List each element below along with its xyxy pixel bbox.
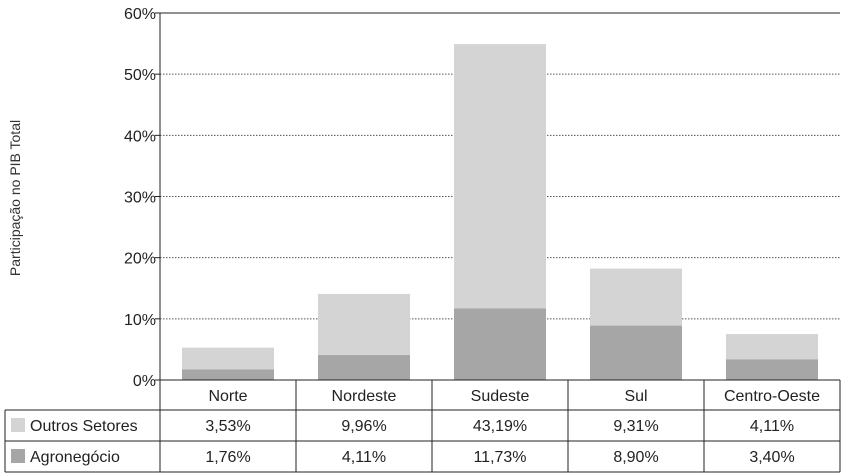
bar-agronegocio [182,369,274,380]
y-tick-label: 40% [124,128,156,145]
bar-outros-setores [318,293,410,355]
x-category-label: Sul [624,388,647,405]
table-cell-value: 9,96% [341,418,386,435]
y-tick-label: 30% [124,190,156,207]
y-tick-label: 0% [133,373,156,390]
table-cell-value: 9,31% [613,418,658,435]
bar-agronegocio [726,359,818,380]
bar-agronegocio [454,308,546,380]
bar-agronegocio [318,354,410,380]
legend-label: Outros Setores [30,418,138,435]
table-cell-value: 3,53% [205,418,250,435]
bar-outros-setores [182,347,274,370]
x-category-label: Centro-Oeste [724,388,820,405]
legend-swatch [11,449,25,463]
table-cell-value: 8,90% [613,449,658,466]
y-axis-label: Participação no PIB Total [7,120,23,276]
table-cell-value: 11,73% [473,449,526,466]
y-tick-label: 20% [124,251,156,268]
x-category-label: Nordeste [332,388,397,405]
y-tick-label: 60% [124,6,156,23]
x-category-label: Norte [208,388,247,405]
y-tick-label: 50% [124,67,156,84]
data-table: Norte Nordeste Sudeste Sul Centro-Oeste Outro… [4,379,841,473]
bar-outros-setores [454,44,546,309]
axes: 0% 10% 20% 30% 40% 50% 60% [124,6,840,390]
bars [182,44,818,380]
bar-outros-setores [590,268,682,326]
table-cell-value: 4,11% [342,449,386,466]
table-cell-value: 4,11% [750,418,794,435]
table-cell-value: 1,76% [205,449,250,466]
bar-agronegocio [590,325,682,380]
legend-swatch [11,418,25,432]
legend-label: Agronegócio [30,449,120,466]
x-category-label: Sudeste [471,388,530,405]
table-cell-value: 43,19% [473,418,527,435]
bar-outros-setores [726,334,818,360]
table-cell-value: 3,40% [749,449,794,466]
y-tick-label: 10% [124,312,156,329]
